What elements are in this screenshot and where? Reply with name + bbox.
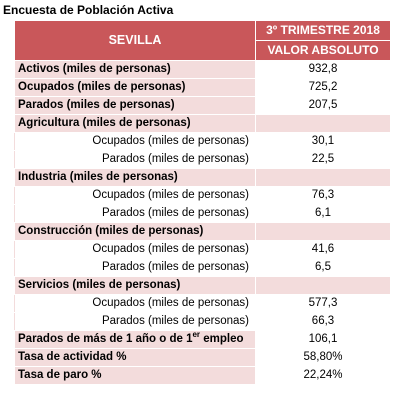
row-label-text-end: empleo xyxy=(200,333,244,345)
table-row: Agricultura (miles de personas) xyxy=(14,114,391,133)
row-label: Parados (miles de personas) xyxy=(14,204,256,223)
row-label: Tasa de paro % xyxy=(14,366,256,385)
table-row: Parados (miles de personas) 66,3 xyxy=(14,312,391,331)
period-header: 3º TRIMESTRE 2018 xyxy=(255,20,391,41)
row-value: 58,80% xyxy=(255,348,391,367)
measure-header: VALOR ABSOLUTO xyxy=(255,40,391,61)
row-value: 66,3 xyxy=(255,312,391,331)
row-label: Tasa de actividad % xyxy=(14,348,256,367)
row-value xyxy=(255,114,391,133)
row-value: 30,1 xyxy=(255,132,391,151)
table-row: Parados (miles de personas) 207,5 xyxy=(14,96,391,115)
table-row: Ocupados (miles de personas) 577,3 xyxy=(14,294,391,313)
row-label: Activos (miles de personas) xyxy=(14,60,256,79)
row-value: 106,1 xyxy=(255,330,391,349)
table-row: Parados (miles de personas) 6,1 xyxy=(14,204,391,223)
page-title: Encuesta de Población Activa xyxy=(3,3,174,17)
table-row: Activos (miles de personas) 932,8 xyxy=(14,60,391,79)
row-value xyxy=(255,276,391,295)
table-row: Industria (miles de personas) xyxy=(14,168,391,187)
data-table: SEVILLA 3º TRIMESTRE 2018 VALOR ABSOLUTO… xyxy=(14,20,391,385)
row-value: 725,2 xyxy=(255,78,391,97)
row-label: Ocupados (miles de personas) xyxy=(14,186,256,205)
section-label: Agricultura (miles de personas) xyxy=(14,114,256,133)
section-label: Construcción (miles de personas) xyxy=(14,222,256,241)
row-label: Parados (miles de personas) xyxy=(14,312,256,331)
row-label: Ocupados (miles de personas) xyxy=(14,132,256,151)
row-value xyxy=(255,168,391,187)
row-value: 577,3 xyxy=(255,294,391,313)
table-row: Servicios (miles de personas) xyxy=(14,276,391,295)
table-row: Ocupados (miles de personas) 41,6 xyxy=(14,240,391,259)
table-row: Parados (miles de personas) 6,5 xyxy=(14,258,391,277)
table-row: Ocupados (miles de personas) 725,2 xyxy=(14,78,391,97)
row-value xyxy=(255,222,391,241)
row-label: Parados de más de 1 año o de 1er empleo xyxy=(14,330,256,349)
table-row: Ocupados (miles de personas) 30,1 xyxy=(14,132,391,151)
row-value: 932,8 xyxy=(255,60,391,79)
row-value: 6,1 xyxy=(255,204,391,223)
row-label-superscript: er xyxy=(192,330,201,340)
row-value: 41,6 xyxy=(255,240,391,259)
table-row: Parados de más de 1 año o de 1er empleo … xyxy=(14,330,391,349)
row-label: Parados (miles de personas) xyxy=(14,258,256,277)
table-row: Ocupados (miles de personas) 76,3 xyxy=(14,186,391,205)
table-row: Parados (miles de personas) 22,5 xyxy=(14,150,391,169)
row-label: Ocupados (miles de personas) xyxy=(14,240,256,259)
region-header: SEVILLA xyxy=(14,20,256,61)
row-value: 22,5 xyxy=(255,150,391,169)
table-row: Tasa de actividad % 58,80% xyxy=(14,348,391,367)
row-label: Ocupados (miles de personas) xyxy=(14,294,256,313)
row-label-text: Parados de más de 1 año o de 1 xyxy=(18,333,193,345)
table-row: Tasa de paro % 22,24% xyxy=(14,366,391,385)
row-label: Parados (miles de personas) xyxy=(14,150,256,169)
row-label: Ocupados (miles de personas) xyxy=(14,78,256,97)
row-label: Parados (miles de personas) xyxy=(14,96,256,115)
row-value: 6,5 xyxy=(255,258,391,277)
row-value: 22,24% xyxy=(255,366,391,385)
row-value: 207,5 xyxy=(255,96,391,115)
table-row: Construcción (miles de personas) xyxy=(14,222,391,241)
section-label: Industria (miles de personas) xyxy=(14,168,256,187)
section-label: Servicios (miles de personas) xyxy=(14,276,256,295)
row-value: 76,3 xyxy=(255,186,391,205)
